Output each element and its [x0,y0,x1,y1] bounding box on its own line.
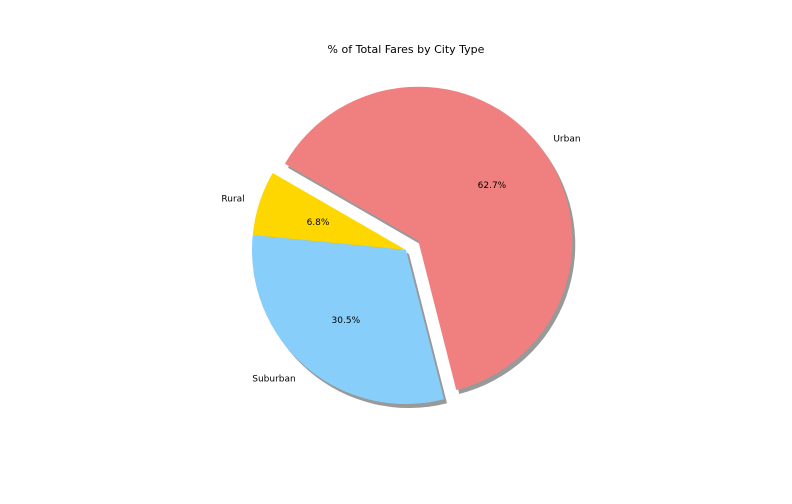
slice-label-urban: Urban [553,134,580,144]
pie-slice-suburban [252,235,444,405]
slice-label-suburban: Suburban [252,375,295,385]
pct-label-suburban: 30.5% [332,316,361,326]
slice-label-rural: Rural [221,194,244,204]
pie-slice-urban [284,86,573,390]
pie-labels: Rural 6.8% Suburban 30.5% Urban 62.7% [221,134,580,384]
chart-title: % of Total Fares by City Type [328,43,485,56]
pct-label-urban: 62.7% [478,181,507,191]
pie-slice-rural [252,173,406,250]
pie-slices [252,86,573,405]
pct-label-rural: 6.8% [307,218,330,228]
